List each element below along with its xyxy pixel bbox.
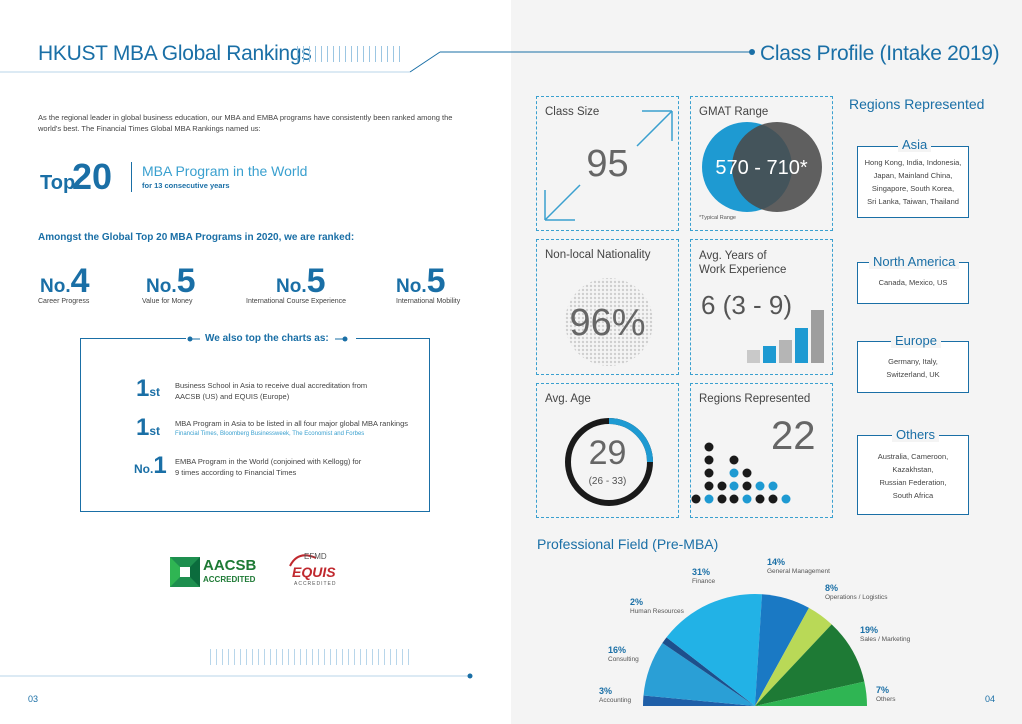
footer-tick-pattern [210, 649, 410, 665]
regions-count-value: 22 [771, 414, 816, 458]
professional-pie-chart [643, 594, 867, 706]
expand-arrows-icon [544, 110, 673, 221]
top20-divider [131, 162, 132, 192]
region-others-title: Others [892, 427, 940, 442]
aacsb-logo: AACSB ACCREDITED [170, 556, 260, 588]
label-sales: Sales / Marketing [860, 636, 911, 643]
pct-accounting: 3% [599, 686, 613, 696]
pie-slice-others [755, 681, 867, 706]
chart-item-text: MBA Program in Asia to be listed in all … [175, 419, 409, 437]
region-others-text: Australia, Cameroon, Kazakhstan, Russian F… [877, 452, 949, 500]
regions-heading: Regions Represented [849, 96, 985, 112]
gmat-label: GMAT Range [699, 106, 769, 118]
pie-slice-consulting [643, 643, 755, 706]
rank-international-course: No.5 [276, 262, 326, 300]
chart-item-rank: 1st [136, 375, 161, 402]
rank-value-for-money: No.5 [146, 262, 196, 300]
nonlocal-label: Non-local Nationality [545, 249, 651, 261]
regions-count-card: Regions Represented 22 [690, 383, 833, 518]
page-number-right: 04 [985, 694, 996, 704]
intro-text: As the regional leader in global busines… [38, 113, 453, 133]
rank-caption: Value for Money [142, 298, 193, 305]
chart-item-text: Business School in Asia to receive dual … [175, 381, 368, 401]
label-accounting: Accounting [599, 697, 632, 704]
left-page [0, 0, 511, 724]
right-title: Class Profile (Intake 2019) [760, 42, 1000, 65]
age-card: Avg. Age 29 (26 - 33) [536, 383, 679, 518]
pct-others: 7% [876, 685, 890, 695]
page-number-left: 03 [28, 694, 39, 704]
regions-count-label: Regions Represented [699, 393, 811, 405]
chart-item-rank: 1st [136, 414, 161, 441]
globe-icon [565, 278, 653, 366]
class-size-value: 95 [586, 143, 629, 185]
gmat-card: GMAT Range 570 - 710* *Typical Range [690, 96, 833, 231]
pct-finance: 31% [692, 567, 711, 577]
age-value: 29 [588, 434, 627, 472]
nonlocal-card: Non-local Nationality 96% [536, 239, 679, 375]
label-others: Others [876, 696, 896, 703]
pie-slice-operations-logistics [755, 607, 832, 706]
region-asia-box: Hong Kong, India, Indonesia, Japan, Mainl… [857, 146, 969, 218]
dot-pyramid-icon [691, 442, 791, 504]
pie-slice-finance [666, 594, 763, 706]
gmat-value: 570 - 710* [715, 157, 808, 179]
label-operations: Operations / Logistics [825, 594, 888, 601]
top20-sub: for 13 consecutive years [142, 181, 230, 190]
class-size-label: Class Size [545, 106, 600, 118]
work-label: Avg. Years of Work Experience [699, 250, 787, 276]
work-value: 6 (3 - 9) [701, 290, 793, 320]
age-label: Avg. Age [545, 393, 591, 405]
region-europe-text: Germany, Italy, Switzerland, UK [886, 357, 940, 379]
pct-hr: 2% [630, 597, 644, 607]
work-experience-card: Avg. Years of Work Experience 6 (3 - 9) [690, 239, 833, 375]
left-title: HKUST MBA Global Rankings [38, 42, 312, 65]
top-charts-title-deco [187, 336, 348, 342]
region-asia-title: Asia [898, 137, 932, 152]
pie-slice-general-management [755, 594, 809, 706]
chart-item-text: EMBA Program in the World (conjoined wit… [175, 457, 362, 477]
professional-title: Professional Field (Pre-MBA) [537, 536, 719, 552]
rank-caption: International Course Experience [246, 298, 347, 305]
region-na-box: Canada, Mexico, US [857, 262, 969, 304]
region-asia-text: Hong Kong, India, Indonesia, Japan, Mainl… [864, 158, 962, 206]
equis-logo: EFMD EQUIS ACCREDITED [289, 552, 337, 587]
label-hr: Human Resources [630, 608, 684, 615]
label-consulting: Consulting [608, 656, 639, 663]
title-tick-pattern [297, 46, 405, 62]
label-finance: Finance [692, 578, 716, 585]
pie-slice-accounting [643, 695, 755, 706]
age-range: (26 - 33) [588, 476, 627, 487]
top-charts-title-bg [186, 331, 356, 347]
rank-international-mobility: No.5 [396, 262, 446, 300]
top20-prefix: Top [40, 172, 76, 194]
bar-icon [747, 310, 824, 363]
pie-slice-sales-marketing [755, 624, 865, 706]
class-size-card: Class Size 95 [536, 96, 679, 231]
pct-sales: 19% [860, 625, 879, 635]
top20-headline: MBA Program in the World [142, 163, 308, 179]
pct-operations: 8% [825, 583, 839, 593]
venn-diagram [702, 122, 822, 212]
gmat-note: *Typical Range [699, 215, 736, 221]
label-general-management: General Management [767, 568, 830, 575]
region-na-title: North America [869, 254, 960, 269]
age-ring [565, 418, 653, 506]
chart-item-rank: No.1 [134, 452, 167, 479]
rank-caption: International Mobility [396, 298, 461, 305]
pie-slice-human-resources [662, 637, 755, 706]
top20-number: 20 [72, 156, 113, 197]
top-charts-title: We also top the charts as: [205, 333, 329, 344]
nonlocal-value: 96% [569, 302, 646, 344]
amongst-heading: Amongst the Global Top 20 MBA Programs i… [38, 232, 355, 243]
rank-caption: Career Progress [38, 298, 90, 305]
pct-consulting: 16% [608, 645, 627, 655]
region-others-box: Australia, Cameroon, Kazakhstan, Russian F… [857, 435, 969, 515]
region-europe-box: Germany, Italy, Switzerland, UK [857, 341, 969, 393]
rank-career-progress: No.4 [40, 262, 90, 300]
region-na-text: Canada, Mexico, US [878, 278, 948, 287]
region-europe-title: Europe [891, 333, 941, 348]
pct-general-management: 14% [767, 557, 786, 567]
